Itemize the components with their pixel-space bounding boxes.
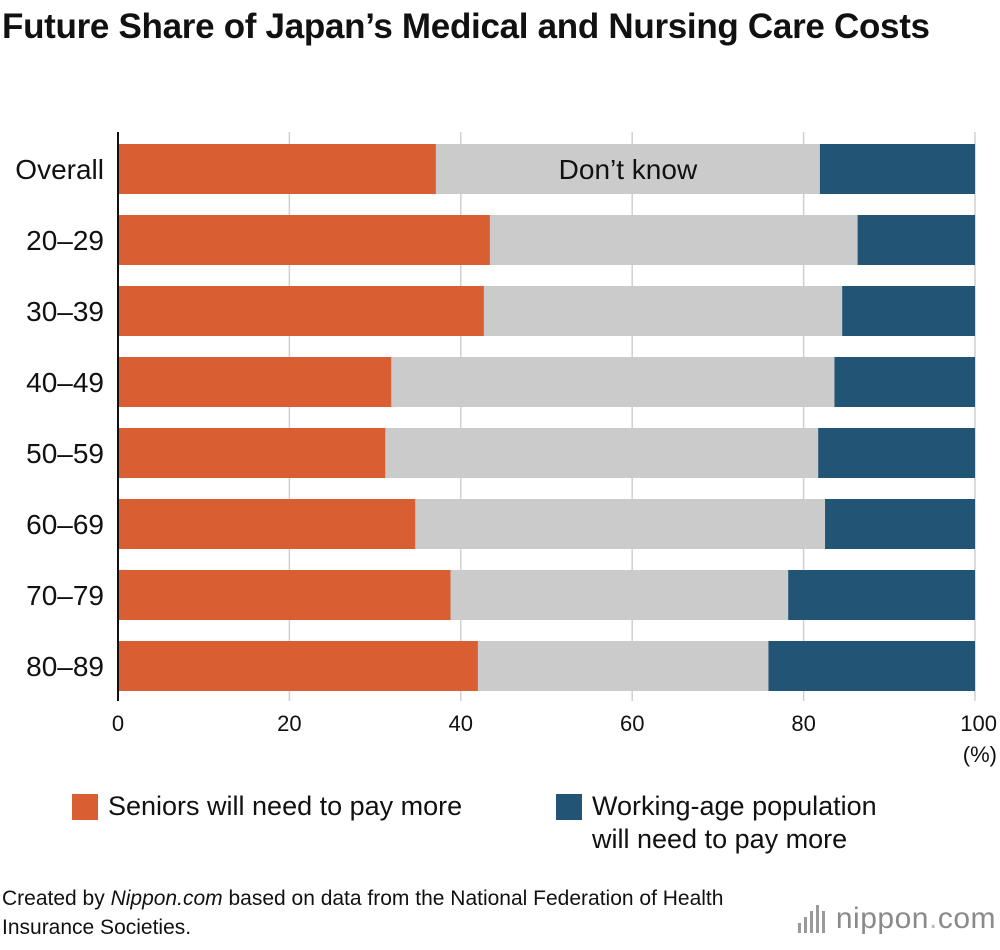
legend-swatch-seniors: [72, 794, 98, 820]
bar-3-series-0: [118, 357, 392, 407]
x-unit-label: (%): [963, 742, 997, 767]
source-note: Created by Nippon.com based on data from…: [2, 884, 762, 942]
bar-4-series-2: [818, 428, 975, 478]
bar-5-series-0: [118, 499, 416, 549]
bar-4-series-1: [385, 428, 819, 478]
legend-label-seniors: Seniors will need to pay more: [108, 791, 463, 821]
bar-1-series-1: [489, 215, 858, 265]
inline-label-dont-know: Don’t know: [559, 154, 698, 185]
logo-domain: com: [937, 902, 996, 935]
bar-7-series-2: [768, 641, 975, 691]
bar-5-series-1: [415, 499, 826, 549]
category-label-6: 70–79: [26, 580, 104, 611]
x-tick-label-60: 60: [620, 711, 644, 736]
bar-2-series-1: [483, 286, 843, 336]
bar-5-series-2: [825, 499, 975, 549]
category-label-7: 80–89: [26, 651, 104, 682]
bar-6-series-1: [450, 570, 789, 620]
bar-1-series-0: [118, 215, 490, 265]
source-emphasis: Nippon.com: [110, 887, 223, 910]
logo-mark-icon: [797, 905, 828, 933]
chart-title: Future Share of Japan’s Medical and Nurs…: [2, 7, 930, 46]
bar-7-series-0: [118, 641, 478, 691]
x-tick-label-0: 0: [112, 711, 124, 736]
logo-dot: .: [928, 902, 938, 935]
nippon-logo: nippon. com: [797, 902, 996, 936]
category-label-1: 20–29: [26, 225, 104, 256]
bar-7-series-1: [477, 641, 769, 691]
category-label-5: 60–69: [26, 509, 104, 540]
bar-4-series-0: [118, 428, 386, 478]
bar-6-series-0: [118, 570, 451, 620]
source-prefix: Created by: [2, 887, 111, 910]
category-label-0: Overall: [15, 154, 104, 185]
legend-swatch-working-age: [556, 794, 582, 820]
legend-item-seniors: Seniors will need to pay more: [72, 790, 462, 823]
stacked-bar-chart: Don’t know Overall 20–29 30–39 40–49 50–59 60…: [15, 132, 997, 767]
bars: Don’t know: [118, 144, 975, 691]
category-label-4: 50–59: [26, 438, 104, 469]
x-tick-label-80: 80: [791, 711, 815, 736]
bar-3-series-1: [391, 357, 835, 407]
x-tick-label-100: 100: [960, 711, 997, 736]
x-axis: 0 20 40 60 80 100 (%): [112, 132, 997, 767]
source-suffix: based on data from the National Federati…: [2, 887, 724, 939]
bar-0-series-0: [118, 144, 436, 194]
category-label-2: 30–39: [26, 296, 104, 327]
category-label-3: 40–49: [26, 367, 104, 398]
bar-3-series-2: [834, 357, 975, 407]
legend-item-working-age: Working-age population will need to pay …: [556, 790, 877, 856]
x-tick-label-40: 40: [449, 711, 473, 736]
legend-label-working-age: Working-age population will need to pay …: [592, 791, 877, 854]
bar-1-series-2: [857, 215, 975, 265]
bar-0-series-1: [435, 144, 820, 194]
bar-2-series-0: [118, 286, 484, 336]
logo-name: nippon: [835, 902, 929, 935]
bar-2-series-2: [842, 286, 975, 336]
bar-6-series-2: [788, 570, 975, 620]
x-tick-label-20: 20: [277, 711, 301, 736]
category-labels: Overall 20–29 30–39 40–49 50–59 60–69 70–79 80–…: [15, 154, 104, 682]
bar-0-series-2: [819, 144, 975, 194]
